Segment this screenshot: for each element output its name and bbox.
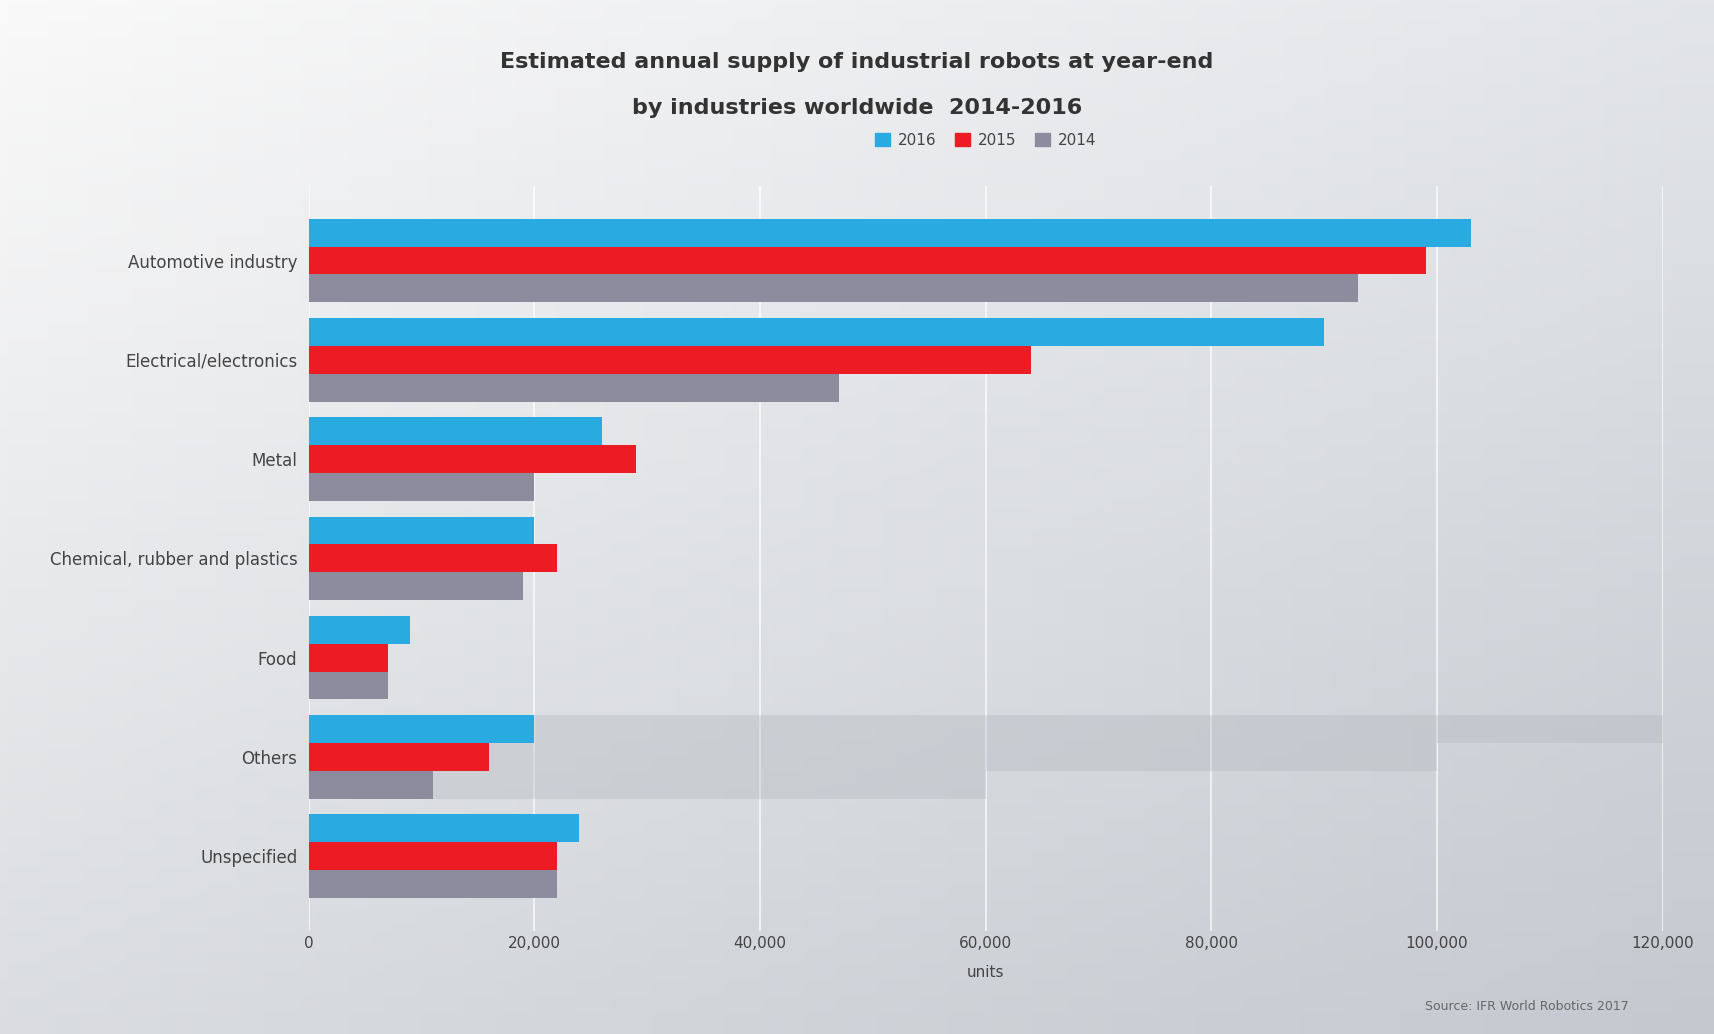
Bar bbox=[309, 870, 557, 898]
Bar bbox=[309, 843, 557, 870]
Bar bbox=[309, 545, 557, 572]
Bar bbox=[309, 517, 535, 545]
Bar bbox=[309, 418, 602, 446]
Bar bbox=[309, 743, 1436, 770]
Text: Source: IFR World Robotics 2017: Source: IFR World Robotics 2017 bbox=[1424, 1000, 1628, 1013]
Bar bbox=[309, 274, 1357, 302]
Bar bbox=[309, 770, 432, 798]
Text: Estimated annual supply of industrial robots at year-end: Estimated annual supply of industrial ro… bbox=[500, 52, 1214, 71]
X-axis label: units: units bbox=[967, 965, 1004, 980]
Bar bbox=[309, 671, 387, 699]
Bar bbox=[309, 716, 535, 743]
Legend: 2016, 2015, 2014: 2016, 2015, 2014 bbox=[869, 127, 1102, 154]
Bar bbox=[309, 572, 523, 600]
Bar bbox=[309, 219, 1471, 247]
Bar bbox=[309, 616, 410, 644]
Bar bbox=[309, 770, 986, 798]
Bar bbox=[309, 373, 838, 401]
Bar bbox=[309, 446, 636, 473]
Bar bbox=[309, 815, 579, 843]
Bar bbox=[309, 473, 535, 500]
Bar bbox=[309, 346, 1030, 373]
Bar bbox=[309, 318, 1323, 346]
Bar bbox=[309, 716, 1663, 743]
Bar bbox=[309, 644, 387, 671]
Bar bbox=[309, 743, 488, 770]
Text: by industries worldwide  2014-2016: by industries worldwide 2014-2016 bbox=[632, 98, 1082, 118]
Bar bbox=[309, 247, 1426, 274]
